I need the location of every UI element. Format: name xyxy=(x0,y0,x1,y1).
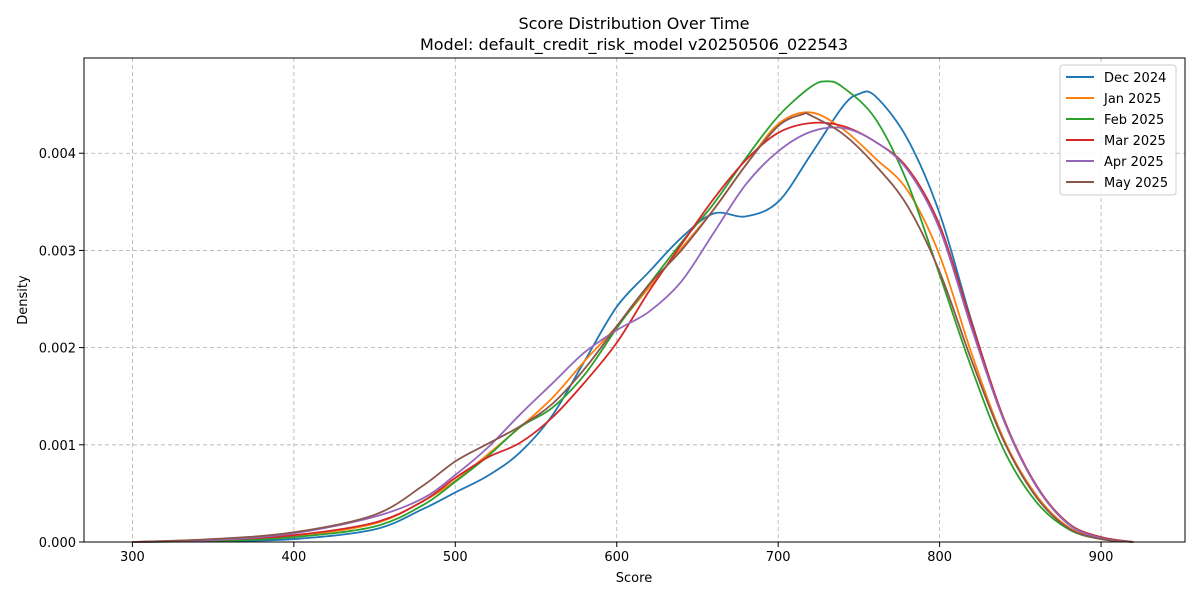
y-axis-ticks: 0.000 0.001 0.002 0.003 0.004 xyxy=(39,147,84,551)
x-tick-label: 800 xyxy=(927,550,952,565)
legend-label-feb-2025: Feb 2025 xyxy=(1104,113,1164,128)
series-line-jan-2025 xyxy=(132,111,1134,543)
legend-items: Dec 2024 Jan 2025 Feb 2025 Mar 2025 Apr 2025… xyxy=(1066,71,1168,191)
legend-label-may-2025: May 2025 xyxy=(1104,176,1168,191)
x-tick-label: 900 xyxy=(1089,550,1114,565)
series-line-mar-2025 xyxy=(132,121,1134,543)
x-axis-ticks: 300 400 500 600 700 800 900 xyxy=(120,542,1113,565)
y-tick-label: 0.001 xyxy=(39,439,76,454)
x-tick-label: 600 xyxy=(604,550,629,565)
legend-label-jan-2025: Jan 2025 xyxy=(1103,92,1161,107)
x-axis-label: Score xyxy=(616,571,652,586)
x-tick-label: 500 xyxy=(443,550,468,565)
y-tick-label: 0.004 xyxy=(39,147,76,162)
chart-title: Score Distribution Over Time xyxy=(518,14,749,33)
plot-area-frame xyxy=(83,57,1186,543)
series-line-may-2025 xyxy=(132,112,1134,543)
y-axis-label: Density xyxy=(16,275,31,325)
legend-label-dec-2024: Dec 2024 xyxy=(1104,71,1166,86)
series-line-feb-2025 xyxy=(132,80,1134,543)
legend-label-apr-2025: Apr 2025 xyxy=(1104,155,1164,170)
chart-subtitle: Model: default_credit_risk_model v202505… xyxy=(420,35,848,55)
legend: Dec 2024 Jan 2025 Feb 2025 Mar 2025 Apr 2025… xyxy=(1059,64,1177,196)
legend-label-mar-2025: Mar 2025 xyxy=(1104,134,1166,149)
series-line-apr-2025 xyxy=(132,126,1134,543)
y-tick-label: 0.002 xyxy=(39,342,76,357)
y-tick-label: 0.003 xyxy=(39,244,76,259)
series-lines xyxy=(132,80,1134,543)
x-tick-label: 400 xyxy=(281,550,306,565)
y-tick-label: 0.000 xyxy=(39,536,76,551)
x-tick-label: 700 xyxy=(766,550,791,565)
x-tick-label: 300 xyxy=(120,550,145,565)
